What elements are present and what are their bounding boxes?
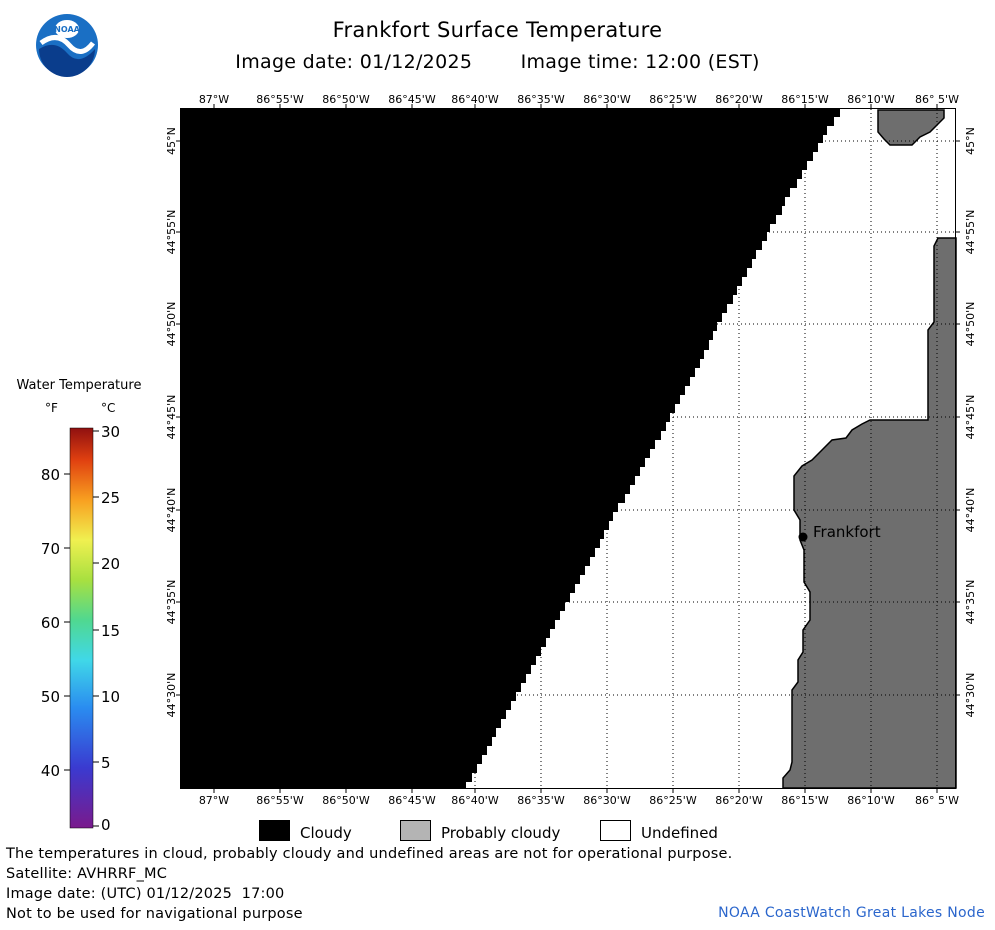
- lon-label-top: 87°W: [199, 93, 229, 106]
- lon-label-top: 86°10'W: [847, 93, 895, 106]
- temperature-color-bar: [69, 427, 94, 829]
- cloudy-swatch: [259, 820, 290, 841]
- image-time: Image time: 12:00 (EST): [520, 51, 760, 73]
- longitude-labels-bottom: 87°W 86°55'W 86°50'W 86°45'W 86°40'W 86°…: [199, 794, 959, 807]
- lat-label-right: 44°40'N: [964, 488, 977, 533]
- lon-label-bottom: 86°20'W: [715, 794, 763, 807]
- f-tick-label: 80: [41, 466, 60, 484]
- f-tick-label: 70: [41, 540, 60, 558]
- disclaimer-note: The temperatures in cloud, probably clou…: [6, 846, 733, 862]
- unit-celsius: °C: [101, 401, 116, 415]
- f-tick-label: 50: [41, 688, 60, 706]
- lon-label-bottom: 86°40'W: [451, 794, 499, 807]
- cloudy-label: Cloudy: [300, 824, 352, 842]
- city-marker: [798, 532, 808, 542]
- noaa-logo-text: NOAA: [54, 25, 80, 34]
- c-tick-label: 15: [101, 622, 120, 640]
- f-tick-label: 40: [41, 762, 60, 780]
- navigation-warning: Not to be used for navigational purpose: [6, 906, 303, 922]
- latitude-labels-left: 45°N 44°55'N 44°50'N 44°45'N 44°40'N 44°…: [165, 127, 178, 717]
- satellite-info: Satellite: AVHRRF_MC: [6, 866, 168, 882]
- lon-label-bottom: 86°10'W: [847, 794, 895, 807]
- lon-label-bottom: 86°50'W: [322, 794, 370, 807]
- noaa-logo: NOAA: [36, 14, 98, 77]
- lon-label-bottom: 86° 5'W: [915, 794, 959, 807]
- utc-image-date: Image date: (UTC) 01/12/2025 17:00: [6, 886, 285, 902]
- lat-label-left: 44°40'N: [165, 488, 178, 533]
- lon-label-bottom: 86°55'W: [256, 794, 304, 807]
- graticule: [181, 109, 955, 788]
- lon-label-top: 86°40'W: [451, 93, 499, 106]
- lon-label-top: 86° 5'W: [915, 93, 959, 106]
- c-tick-label: 25: [101, 489, 120, 507]
- lat-label-right: 45°N: [964, 127, 977, 155]
- lon-label-bottom: 86°25'W: [649, 794, 697, 807]
- page-title: Frankfort Surface Temperature: [332, 18, 663, 42]
- c-tick-label: 5: [101, 754, 111, 772]
- color-scale-title: Water Temperature: [16, 378, 142, 393]
- shoreline-east: [780, 235, 937, 788]
- celsius-labels: 30 25 20 15 10 5 0: [101, 423, 120, 834]
- lon-label-bottom: 86°30'W: [583, 794, 631, 807]
- cloud-legend: Cloudy Probably cloudy Undefined: [259, 820, 729, 842]
- undefined-label: Undefined: [641, 824, 718, 842]
- color-bar-ticks: [64, 430, 99, 827]
- fahrenheit-labels: 80 70 60 50 40: [41, 466, 60, 780]
- lon-label-top: 86°35'W: [517, 93, 565, 106]
- lat-label-right: 44°30'N: [964, 673, 977, 718]
- shoreline-upper: [875, 110, 947, 148]
- probably-cloudy-swatch: [400, 820, 431, 841]
- lat-label-right: 44°45'N: [964, 395, 977, 440]
- lon-label-top: 86°25'W: [649, 93, 697, 106]
- tick-marks: [176, 104, 960, 793]
- image-date: Image date: 01/12/2025: [235, 51, 473, 73]
- lon-label-top: 86°15'W: [781, 93, 829, 106]
- image-date-time: Image date: 01/12/2025 Image time: 12:00…: [0, 51, 995, 73]
- lon-label-top: 86°45'W: [388, 93, 436, 106]
- undefined-swatch: [600, 820, 631, 841]
- lat-label-left: 44°35'N: [165, 580, 178, 625]
- lon-label-top: 86°20'W: [715, 93, 763, 106]
- lon-label-top: 86°55'W: [256, 93, 304, 106]
- lat-label-left: 44°50'N: [165, 302, 178, 347]
- land-upper-right: [877, 109, 945, 146]
- lat-label-right: 44°55'N: [964, 210, 977, 255]
- c-tick-label: 20: [101, 555, 120, 573]
- lon-label-bottom: 86°35'W: [517, 794, 565, 807]
- longitude-labels-top: 87°W 86°55'W 86°50'W 86°45'W 86°40'W 86°…: [199, 93, 959, 106]
- latitude-labels-right: 45°N 44°55'N 44°50'N 44°45'N 44°40'N 44°…: [964, 127, 977, 717]
- c-tick-label: 10: [101, 688, 120, 706]
- lon-label-top: 86°50'W: [322, 93, 370, 106]
- lat-label-right: 44°50'N: [964, 302, 977, 347]
- probably-cloudy-label: Probably cloudy: [441, 824, 561, 842]
- lat-label-left: 44°30'N: [165, 673, 178, 718]
- cloudy-region: [181, 109, 840, 788]
- map-frame: [180, 108, 956, 789]
- lat-label-right: 44°35'N: [964, 580, 977, 625]
- lon-label-top: 86°30'W: [583, 93, 631, 106]
- lon-label-bottom: 86°45'W: [388, 794, 436, 807]
- lat-label-left: 44°45'N: [165, 395, 178, 440]
- lon-label-bottom: 87°W: [199, 794, 229, 807]
- unit-fahrenheit: °F: [45, 401, 58, 415]
- c-tick-label: 30: [101, 423, 120, 441]
- lon-label-bottom: 86°15'W: [781, 794, 829, 807]
- credit-link[interactable]: NOAA CoastWatch Great Lakes Node: [718, 905, 985, 921]
- f-tick-label: 60: [41, 614, 60, 632]
- c-tick-label: 0: [101, 816, 111, 834]
- lat-label-left: 44°55'N: [165, 210, 178, 255]
- lat-label-left: 45°N: [165, 127, 178, 155]
- city-label: Frankfort: [813, 523, 881, 541]
